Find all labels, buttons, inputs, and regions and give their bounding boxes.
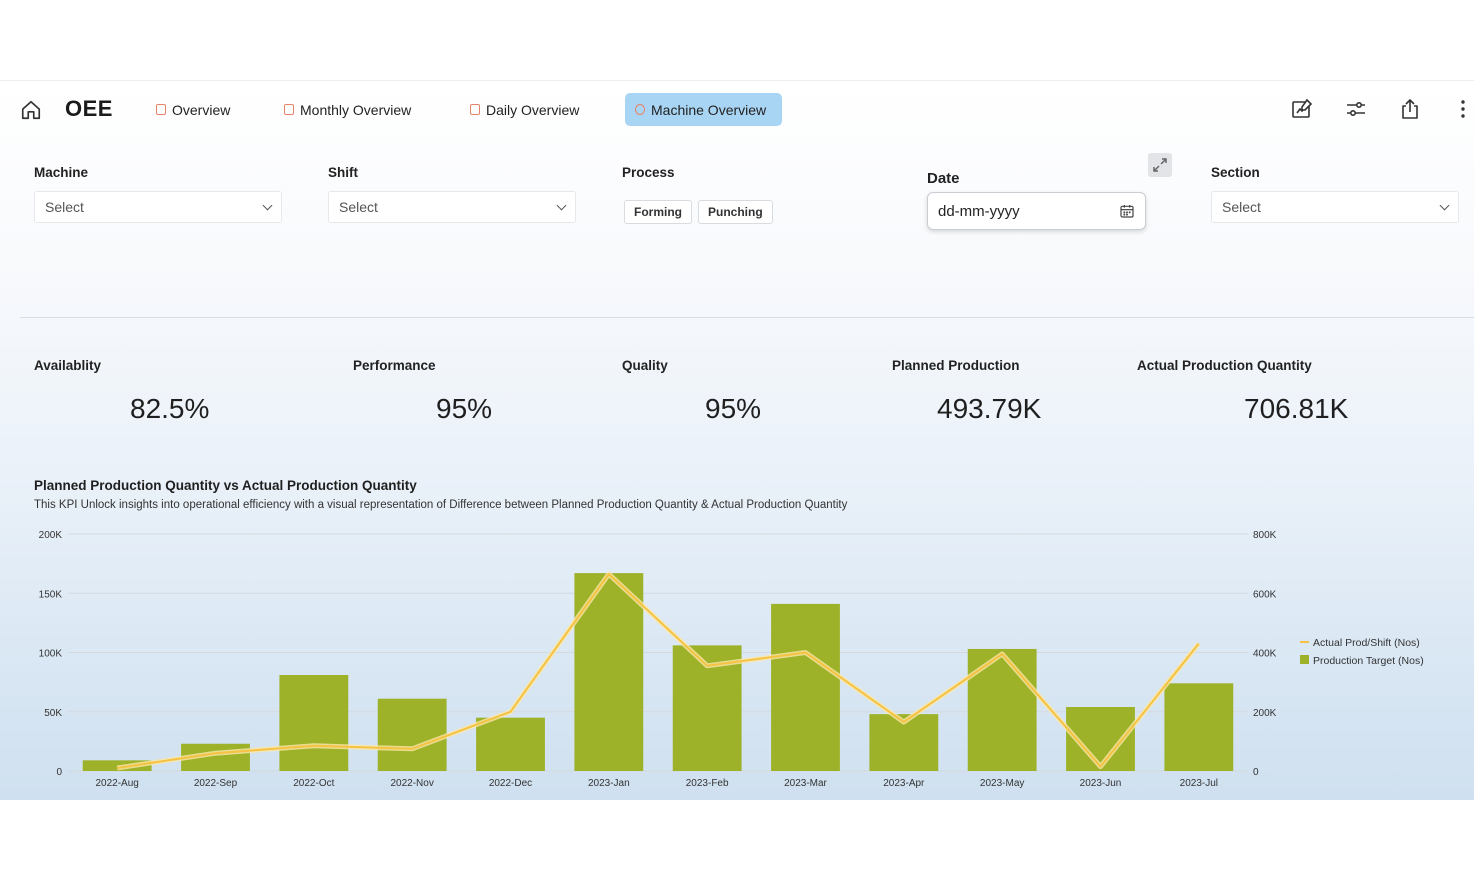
tab-label: Overview <box>172 101 231 118</box>
x-tick-label: 2022-Aug <box>95 778 138 789</box>
chart-subtitle: This KPI Unlock insights into operationa… <box>34 499 848 511</box>
tab-daily-overview[interactable]: Daily Overview <box>460 93 589 126</box>
tab-monthly-overview[interactable]: Monthly Overview <box>274 93 421 126</box>
tab-overview[interactable]: Overview <box>146 93 240 126</box>
chevron-down-icon <box>262 200 273 210</box>
more-vertical-icon[interactable] <box>1451 97 1474 121</box>
tab-label: Monthly Overview <box>300 101 412 118</box>
kpi-availability-label: Availablity <box>34 358 102 373</box>
x-tick-label: 2022-Nov <box>390 778 433 789</box>
divider <box>20 317 1474 318</box>
process-option-punching[interactable]: Punching <box>698 200 773 224</box>
dashboard-frame: OEE Overview Monthly Overview Daily Over… <box>0 80 1474 800</box>
x-tick-label: 2022-Sep <box>194 778 238 789</box>
kpi-performance-value: 95% <box>436 393 493 424</box>
app-title: OEE <box>65 96 113 121</box>
kpi-quality-value: 95% <box>705 393 762 424</box>
share-icon[interactable] <box>1398 97 1422 121</box>
y-tick-right: 800K <box>1253 530 1277 541</box>
chart-bar <box>574 573 644 771</box>
x-tick-label: 2023-Jul <box>1180 778 1218 789</box>
process-label: Process <box>622 165 675 180</box>
kpi-actual-production-label: Actual Production Quantity <box>1137 358 1312 373</box>
calendar-month-icon <box>284 104 294 115</box>
y-tick-right: 200K <box>1253 708 1277 719</box>
section-select[interactable]: Select <box>1211 191 1459 223</box>
x-tick-label: 2023-Jun <box>1080 778 1122 789</box>
machine-label: Machine <box>34 165 89 180</box>
y-tick-left: 0 <box>56 767 62 778</box>
document-icon <box>156 104 166 115</box>
tab-label: Machine Overview <box>651 101 767 118</box>
chevron-down-icon <box>1439 200 1450 210</box>
kpi-planned-production-value: 493.79K <box>937 393 1042 424</box>
shift-select[interactable]: Select <box>328 191 576 223</box>
x-tick-label: 2023-Feb <box>686 778 729 789</box>
chart-bar <box>476 717 545 771</box>
filter-sliders-icon[interactable] <box>1344 97 1368 121</box>
y-tick-left: 200K <box>39 530 63 541</box>
kpi-availability-value: 82.5% <box>130 393 210 424</box>
section-select-value: Select <box>1222 199 1261 215</box>
x-tick-label: 2023-Mar <box>784 778 827 789</box>
x-tick-label: 2023-May <box>980 778 1024 789</box>
machine-icon <box>635 104 645 115</box>
date-placeholder: dd-mm-yyyy <box>938 202 1020 220</box>
x-tick-label: 2023-Jan <box>588 778 630 789</box>
chart-bar <box>279 675 349 771</box>
chart-title: Planned Production Quantity vs Actual Pr… <box>34 478 417 493</box>
tab-machine-overview[interactable]: Machine Overview <box>625 93 782 126</box>
legend-bar-swatch <box>1300 655 1309 664</box>
home-icon[interactable] <box>20 99 42 121</box>
expand-icon[interactable] <box>1148 153 1172 177</box>
line-series-actual <box>117 573 1200 769</box>
chart-bar <box>771 603 840 771</box>
kpi-actual-production-value: 706.81K <box>1244 393 1349 424</box>
shift-label: Shift <box>328 165 358 180</box>
kpi-planned-production-label: Planned Production <box>892 358 1020 373</box>
chart-bar <box>377 698 447 771</box>
section-label: Section <box>1211 165 1260 180</box>
y-tick-left: 100K <box>39 649 63 660</box>
edit-chart-icon[interactable] <box>1290 97 1314 121</box>
x-tick-label: 2022-Oct <box>293 778 334 789</box>
x-tick-label: 2022-Dec <box>489 778 532 789</box>
chart-bar <box>967 648 1037 771</box>
chart-bar <box>1164 683 1234 771</box>
top-bar: OEE Overview Monthly Overview Daily Over… <box>0 81 1474 139</box>
tab-label: Daily Overview <box>486 101 580 118</box>
y-tick-right: 0 <box>1253 767 1259 778</box>
date-input[interactable]: dd-mm-yyyy <box>927 192 1146 230</box>
y-tick-left: 150K <box>39 589 63 600</box>
x-tick-label: 2023-Apr <box>883 778 925 789</box>
calendar-day-icon <box>470 104 480 115</box>
y-tick-left: 50K <box>44 708 62 719</box>
kpi-performance-label: Performance <box>353 358 436 373</box>
y-tick-right: 400K <box>1253 649 1277 660</box>
legend-entry-target: Production Target (Nos) <box>1313 655 1424 667</box>
y-tick-right: 600K <box>1253 589 1277 600</box>
machine-select-value: Select <box>45 199 84 215</box>
legend-entry-actual: Actual Prod/Shift (Nos) <box>1313 637 1420 649</box>
calendar-icon[interactable] <box>1119 203 1135 219</box>
machine-select[interactable]: Select <box>34 191 282 223</box>
production-chart: 0 50K 100K 150K 200K 0 200K 400K 600K 800K 2022-Au… <box>39 530 1424 789</box>
chevron-down-icon <box>556 200 567 210</box>
process-option-forming[interactable]: Forming <box>624 200 692 224</box>
date-label: Date <box>927 170 960 187</box>
kpi-quality-label: Quality <box>622 358 668 373</box>
shift-select-value: Select <box>339 199 378 215</box>
